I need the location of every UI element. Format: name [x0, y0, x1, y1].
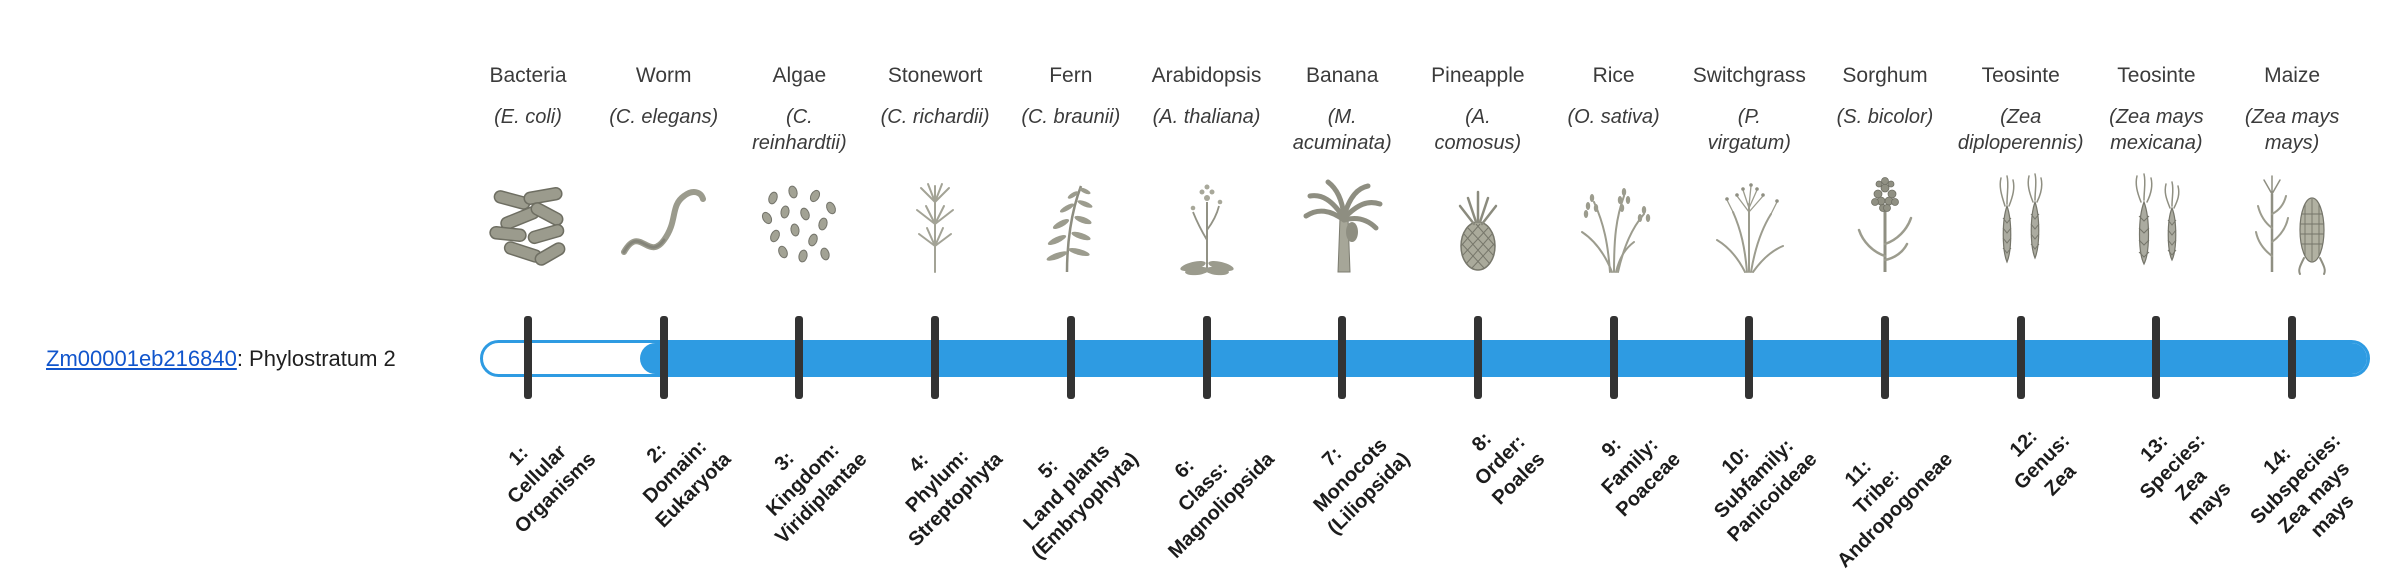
species-scientific-name: (C. reinhardtii) [752, 106, 847, 154]
stratum-label: 7: Monocots (Liliopsida) [1308, 434, 1414, 540]
stratum-column: Teosinte (Zea diploperennis) 12: Genus: … [1951, 0, 2091, 580]
stratum-label: 2: Domain: Eukaryota [639, 435, 736, 533]
stratum-column: Rice (O. sativa) 9: Family: Poaceae [1544, 0, 1686, 580]
stratum-label: 14: Subspecies: Zea mays mays [2246, 429, 2359, 542]
phylostratum-bar-fill [639, 343, 2367, 374]
species-scientific-name: (A. thaliana) [1152, 106, 1261, 128]
maize-icon [2242, 168, 2342, 282]
stratum-tick [1609, 316, 1618, 399]
species-common-name: Algae [772, 64, 827, 87]
switchgrass-icon [1699, 168, 1799, 282]
stratum-label: 4: Phylum: Streptophyta [901, 445, 1007, 551]
worm-icon [614, 168, 714, 282]
species-scientific-name: (M. acuminata) [1292, 106, 1392, 154]
stratum-tick [2152, 316, 2161, 399]
stratum-column: Sorghum (S. bicolor) 11: Tribe: Andropog… [1815, 0, 1957, 580]
stratum-label: 12: Genus: Zea [2005, 425, 2081, 501]
fern-icon [1021, 168, 1121, 282]
species-scientific-name: (Zea mays mays) [2244, 106, 2340, 154]
species-scientific-name: (S. bicolor) [1836, 106, 1934, 128]
stratum-column: Worm (C. elegans) 2: Domain: Eukaryota [594, 0, 736, 580]
stratum-tick [1066, 316, 1075, 399]
species-common-name: Bacteria [489, 64, 567, 87]
species-common-name: Sorghum [1842, 64, 1928, 87]
stratum-column: Maize (Zea mays mays) 14: Subspecies: Ze… [2222, 0, 2362, 580]
stratum-column: Pineapple (A. comosus) 8: Order: Poales [1408, 0, 1550, 580]
stratum-column: Banana (M. acuminata) 7: Monocots (Lilio… [1272, 0, 1414, 580]
arabidopsis-icon [1157, 168, 1257, 282]
species-common-name: Worm [635, 64, 692, 87]
stratum-tick [795, 316, 804, 399]
stratum-tick [659, 316, 668, 399]
species-scientific-name: (E. coli) [494, 106, 562, 128]
pineapple-icon [1428, 168, 1528, 282]
bacteria-icon [478, 168, 578, 282]
stratum-column: Fern (C. braunii) 5: Land plants (Embryo… [1001, 0, 1143, 580]
stratum-tick [1202, 316, 1211, 399]
stratum-label: 5: Land plants (Embryophyta) [1019, 440, 1143, 564]
stratum-label: 1: Cellular Organisms [502, 440, 600, 538]
teosinte-mexicana-icon [2106, 168, 2206, 282]
species-common-name: Maize [2264, 64, 2321, 87]
species-scientific-name: (O. sativa) [1567, 106, 1660, 128]
stratum-column: Algae (C. reinhardtii) 3: Kingdom: Virid… [729, 0, 871, 580]
stratum-label: 3: Kingdom: Viridiplantae [761, 439, 872, 549]
stratum-tick [524, 316, 532, 399]
sorghum-icon [1835, 168, 1935, 282]
species-common-name: Banana [1305, 64, 1379, 87]
algae-icon [749, 168, 849, 282]
species-scientific-name: (A. comosus) [1434, 106, 1522, 154]
species-common-name: Switchgrass [1692, 64, 1806, 87]
stratum-label: 9: Family: Poaceae [1597, 433, 1686, 522]
stratum-tick [2288, 316, 2297, 399]
rice-icon [1564, 168, 1664, 282]
stratum-label: 8: Order: Poales [1468, 427, 1550, 510]
species-common-name: Stonewort [887, 64, 983, 87]
species-common-name: Teosinte [2117, 64, 2196, 87]
stratum-column: Teosinte (Zea mays mexicana) 13: Species… [2086, 0, 2235, 580]
stratum-label: 10: Subfamily: Panicoideae [1709, 434, 1822, 547]
species-common-name: Rice [1592, 64, 1635, 87]
species-scientific-name: (C. elegans) [609, 106, 719, 128]
teosinte-diploperennis-icon [1971, 168, 2071, 282]
stratum-tick [1338, 316, 1347, 399]
stratum-column: Stonewort (C. richardii) 4: Phylum: Stre… [865, 0, 1007, 580]
stratum-tick [931, 316, 940, 399]
banana-icon [1292, 168, 1392, 282]
species-scientific-name: (C. richardii) [880, 106, 990, 128]
stratum-column: Bacteria (E. coli) 1: Cellular Organisms [458, 0, 600, 580]
species-common-name: Pineapple [1431, 64, 1525, 87]
species-scientific-name: (P. virgatum) [1707, 106, 1791, 154]
stonewort-icon [885, 168, 985, 282]
stratum-label: 11: Tribe: Andropogoneae [1832, 448, 1957, 573]
phylostratum-bar [480, 340, 2370, 377]
species-scientific-name: (Zea diploperennis) [1957, 106, 2084, 154]
stratum-tick [2016, 316, 2025, 399]
stratum-tick [1473, 316, 1482, 399]
gene-phylostratum-text: : Phylostratum 2 [236, 345, 396, 371]
stratum-tick [1881, 316, 1889, 399]
gene-label: Zm00001eb216840: Phylostratum 2 [46, 340, 396, 377]
species-common-name: Teosinte [1981, 64, 2060, 87]
species-scientific-name: (Zea mays mexicana) [2109, 106, 2204, 154]
species-common-name: Arabidopsis [1151, 64, 1262, 87]
species-common-name: Fern [1049, 64, 1093, 87]
stratum-column: Switchgrass (P. virgatum) 10: Subfamily:… [1679, 0, 1821, 580]
species-scientific-name: (C. braunii) [1021, 106, 1121, 128]
gene-link[interactable]: Zm00001eb216840 [46, 345, 237, 371]
stratum-column: Arabidopsis (A. thaliana) 6: Class: Magn… [1137, 0, 1279, 580]
stratum-tick [1745, 316, 1754, 399]
stratum-label: 6: Class: Magnoliopsida [1163, 448, 1279, 563]
